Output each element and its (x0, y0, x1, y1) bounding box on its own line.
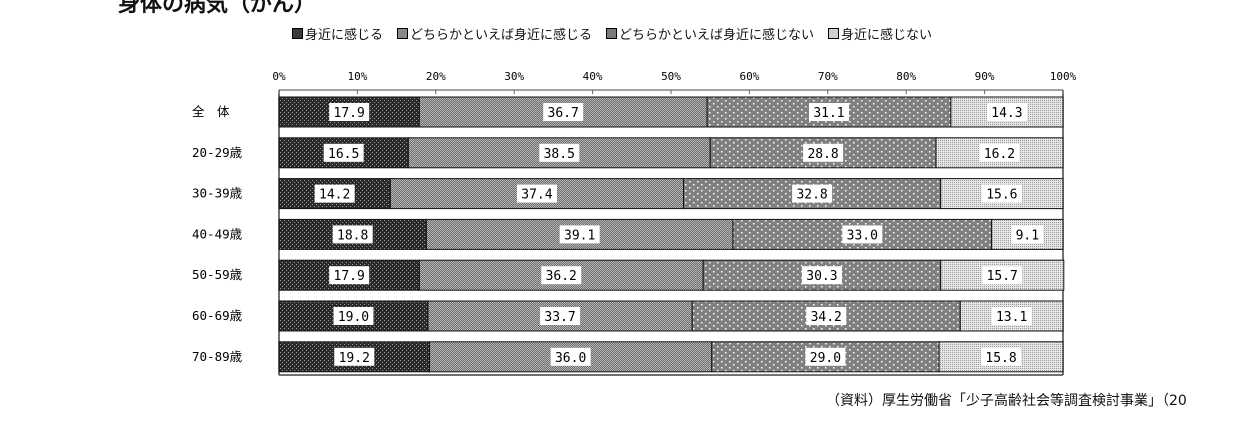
data-label: 19.0 (338, 310, 369, 325)
data-label-bg (803, 143, 844, 162)
data-label: 39.1 (564, 228, 595, 243)
data-label: 38.5 (544, 147, 575, 162)
data-label-bg (323, 143, 364, 162)
legend-item: どちらかといえば身近に感じる (397, 24, 592, 43)
data-label-bg (329, 266, 370, 285)
data-label: 36.7 (548, 106, 579, 121)
legend-item: どちらかといえば身近に感じない (606, 24, 814, 43)
category-label: 30-39歳 (192, 186, 243, 201)
x-tick-label: 0% (272, 70, 286, 83)
data-label: 28.8 (807, 147, 838, 162)
x-tick-label: 80% (896, 70, 916, 83)
data-label-bg (806, 307, 847, 325)
x-tick-label: 70% (818, 70, 838, 83)
data-label: 33.0 (847, 228, 878, 243)
data-label-bg (982, 266, 1023, 285)
data-label: 32.8 (796, 188, 827, 203)
bar-segment (709, 137, 937, 169)
data-label-bg (550, 347, 591, 366)
x-tick-label: 20% (426, 70, 446, 83)
data-label-bg (333, 307, 374, 325)
data-label-bg (986, 103, 1027, 121)
data-label: 18.8 (337, 228, 368, 243)
data-label-bg (540, 307, 581, 325)
x-tick-label: 90% (975, 70, 995, 83)
data-label-bg (543, 103, 584, 121)
legend-label: どちらかといえば身近に感じない (619, 28, 815, 43)
data-label-bg (539, 143, 580, 162)
data-label-bg (979, 143, 1020, 162)
legend-swatch (606, 28, 618, 39)
data-label-bg (991, 307, 1032, 325)
category-label: 20-29歳 (192, 145, 243, 160)
data-label: 34.2 (811, 310, 842, 325)
bar-segment (691, 300, 961, 332)
legend-swatch (828, 28, 840, 39)
data-label: 16.5 (328, 147, 359, 162)
data-label-bg (314, 184, 355, 203)
x-tick-label: 10% (347, 70, 367, 83)
data-label: 36.2 (546, 269, 577, 284)
data-label: 33.7 (544, 310, 575, 325)
legend-label: 身近に感じない (841, 28, 933, 43)
data-label-bg (559, 225, 600, 244)
category-label: 60-69歳 (192, 308, 243, 323)
data-label: 37.4 (521, 188, 552, 203)
legend-item: 身近に感じない (828, 24, 932, 43)
data-label-bg (981, 184, 1022, 203)
legend-item: 身近に感じる (292, 24, 383, 43)
x-tick-label: 60% (739, 70, 759, 83)
data-label: 15.8 (985, 351, 1016, 366)
chart-title: 身体の病気（がん） (118, 0, 317, 17)
x-tick-label: 50% (661, 70, 681, 83)
x-tick-label: 40% (583, 70, 603, 83)
x-tick-label: 30% (504, 70, 524, 83)
legend-swatch (397, 28, 409, 39)
data-label-bg (981, 347, 1022, 366)
legend-swatch (292, 28, 303, 39)
data-label: 19.2 (339, 351, 370, 366)
legend: 身近に感じる どちらかといえば身近に感じる どちらかといえば身近に感じない 身近に感じ… (292, 24, 932, 43)
data-label: 14.3 (991, 106, 1022, 121)
data-label-bg (541, 266, 582, 285)
category-label: 全 体 (192, 104, 230, 119)
x-tick-label: 100% (1050, 70, 1077, 83)
data-label: 13.1 (996, 310, 1027, 325)
data-label-bg (808, 103, 849, 121)
data-label: 14.2 (319, 188, 350, 203)
legend-label: 身近に感じる (305, 28, 384, 43)
data-label: 15.6 (986, 188, 1017, 203)
category-label: 50-59歳 (192, 267, 243, 282)
bar-segment (940, 259, 1065, 291)
data-label: 29.0 (810, 351, 841, 366)
category-label: 70-89歳 (192, 349, 243, 364)
data-label: 31.1 (813, 106, 844, 121)
data-label: 15.7 (987, 269, 1018, 284)
data-label: 17.9 (334, 106, 365, 121)
source-note: （資料）厚生労働省「少子高齢社会等調査検討事業」（20 (826, 393, 1187, 409)
data-label-bg (332, 225, 373, 244)
data-label-bg (329, 103, 370, 121)
data-label: 17.9 (334, 269, 365, 284)
data-label: 36.0 (555, 351, 586, 366)
legend-label: どちらかといえば身近に感じる (410, 28, 593, 43)
data-label-bg (792, 184, 833, 203)
data-label-bg (334, 347, 375, 366)
category-label: 40-49歳 (192, 226, 243, 241)
data-label-bg (805, 347, 846, 366)
data-label: 30.3 (806, 269, 837, 284)
data-label: 9.1 (1016, 228, 1039, 243)
data-label-bg (842, 225, 883, 244)
data-label-bg (801, 266, 842, 285)
data-label-bg (516, 184, 557, 203)
data-label-bg (1011, 225, 1044, 244)
data-label: 16.2 (984, 147, 1015, 162)
